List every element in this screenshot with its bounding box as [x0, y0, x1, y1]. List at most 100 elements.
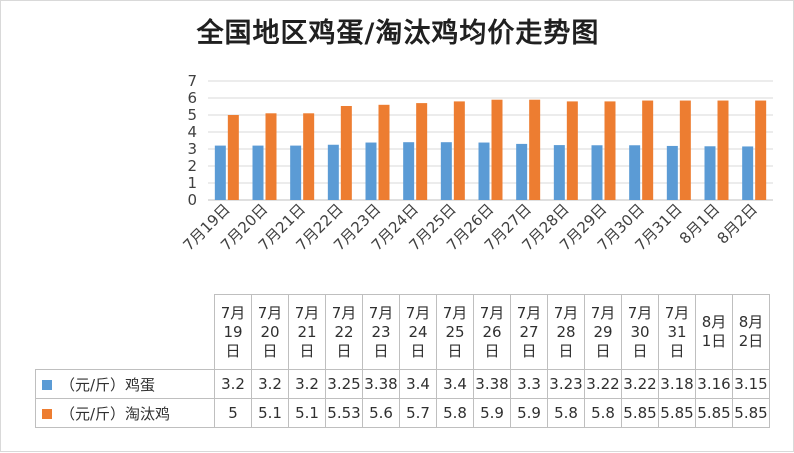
bar-hen	[265, 113, 277, 200]
data-value-cell: 3.4	[436, 369, 474, 399]
y-tick-label: 4	[187, 123, 197, 141]
data-value-cell: 5.1	[288, 398, 326, 428]
data-value-cell: 3.38	[473, 369, 511, 399]
data-value-cell: 5.85	[695, 398, 733, 428]
data-table-corner	[36, 295, 215, 370]
data-table-header-cell: 7月27日	[510, 294, 548, 370]
data-value-cell: 5.6	[362, 398, 400, 428]
data-value-cell: 3.38	[362, 369, 400, 399]
data-value-cell: 3.25	[325, 369, 363, 399]
data-value-cell: 5.8	[547, 398, 585, 428]
data-value-cell: 5.9	[510, 398, 548, 428]
data-value-cell: 5.85	[658, 398, 696, 428]
bar-egg	[440, 142, 452, 200]
data-table-header-cell: 8月1日	[695, 294, 733, 370]
x-tick-label: 8月1日	[676, 200, 723, 247]
bar-egg	[704, 146, 716, 200]
data-value-cell: 3.2	[214, 369, 252, 399]
bar-hen	[416, 103, 428, 200]
bar-hen	[453, 101, 465, 200]
date-label: 7月23日	[368, 303, 394, 360]
data-value-cell: 5.85	[621, 398, 659, 428]
bar-egg	[214, 145, 226, 200]
data-table-header-cell: 8月2日	[732, 294, 770, 370]
bar-egg	[403, 142, 415, 200]
bar-hen	[491, 99, 503, 200]
bar-egg	[290, 145, 302, 200]
y-tick-label: 5	[187, 106, 197, 124]
data-value-cell: 3.16	[695, 369, 733, 399]
bar-hen	[340, 105, 352, 200]
bar-egg	[629, 145, 641, 200]
data-table-header-cell: 7月23日	[362, 294, 400, 370]
bar-egg	[327, 144, 339, 200]
bar-egg	[742, 146, 754, 200]
bar-hen	[642, 100, 654, 200]
data-table-header-row: 7月19日 7月20日 7月21日 7月22日 7月23日 7月24日 7月25日 7月26日…	[36, 294, 770, 370]
date-label: 7月29日	[590, 303, 616, 360]
data-table-header-cell: 7月31日	[658, 294, 696, 370]
data-value-cell: 5	[214, 398, 252, 428]
date-label: 7月20日	[257, 303, 283, 360]
data-value-cell: 3.4	[399, 369, 437, 399]
bar-hen	[227, 115, 239, 200]
bar-egg	[553, 145, 565, 200]
data-value-cell: 3.3	[510, 369, 548, 399]
data-value-cell: 5.7	[399, 398, 437, 428]
bar-egg	[478, 142, 490, 200]
date-label: 8月2日	[738, 313, 764, 350]
date-label: 7月24日	[405, 303, 431, 360]
legend-label-egg: （元/斤）鸡蛋	[60, 375, 156, 394]
data-table-row-hen: （元/斤）淘汰鸡 5 5.1 5.1 5.53 5.6 5.7 5.8 5.9 5.9 5.8 5.…	[35, 398, 770, 428]
date-label: 7月25日	[442, 303, 468, 360]
date-label: 7月22日	[331, 303, 357, 360]
data-table-header-cell: 7月21日	[288, 294, 326, 370]
date-label: 7月19日	[220, 303, 246, 360]
date-label: 7月27日	[516, 303, 542, 360]
date-label: 7月28日	[553, 303, 579, 360]
y-tick-label: 7	[187, 72, 197, 90]
data-table-header-cell: 7月30日	[621, 294, 659, 370]
data-value-cell: 3.2	[251, 369, 289, 399]
date-label: 7月31日	[664, 303, 690, 360]
date-label: 7月30日	[627, 303, 653, 360]
data-value-cell: 3.2	[288, 369, 326, 399]
date-label: 7月26日	[479, 303, 505, 360]
data-table: 7月19日 7月20日 7月21日 7月22日 7月23日 7月24日 7月25日 7月26日…	[35, 294, 770, 428]
data-table-row-egg: （元/斤）鸡蛋 3.2 3.2 3.2 3.25 3.38 3.4 3.4 3.38 3.3 3.…	[35, 369, 770, 399]
x-tick-label: 8月2日	[714, 200, 761, 247]
data-value-cell: 5.8	[584, 398, 622, 428]
bar-hen	[529, 99, 541, 200]
data-table-header-cell: 7月22日	[325, 294, 363, 370]
bar-hen	[378, 104, 390, 200]
data-value-cell: 3.22	[584, 369, 622, 399]
chart-title: 全国地区鸡蛋/淘汰鸡均价走势图	[196, 18, 600, 49]
data-table-header-cell: 7月25日	[436, 294, 474, 370]
y-tick-label: 2	[187, 157, 197, 175]
data-table-header-cell: 7月26日	[473, 294, 511, 370]
y-tick-label: 0	[187, 191, 197, 209]
data-value-cell: 5.8	[436, 398, 474, 428]
legend-swatch-hen	[42, 409, 52, 419]
data-value-cell: 3.22	[621, 369, 659, 399]
data-table-header-cell: 7月29日	[584, 294, 622, 370]
data-table-header-cell: 7月19日	[214, 294, 252, 370]
bar-hen	[566, 101, 578, 200]
y-tick-label: 1	[187, 174, 197, 192]
data-value-cell: 3.23	[547, 369, 585, 399]
bar-hen	[679, 100, 691, 200]
data-value-cell: 5.9	[473, 398, 511, 428]
bar-egg	[666, 145, 678, 200]
data-value-cell: 3.18	[658, 369, 696, 399]
data-table-header-cell: 7月24日	[399, 294, 437, 370]
date-label: 7月21日	[294, 303, 320, 360]
data-value-cell: 5.53	[325, 398, 363, 428]
data-table-row-label: （元/斤）淘汰鸡	[35, 398, 215, 428]
data-value-cell: 5.85	[732, 398, 770, 428]
legend-label-hen: （元/斤）淘汰鸡	[60, 404, 171, 423]
bar-egg	[365, 142, 377, 200]
bar-egg	[591, 145, 603, 200]
data-value-cell: 3.15	[732, 369, 770, 399]
data-value-cell: 5.1	[251, 398, 289, 428]
